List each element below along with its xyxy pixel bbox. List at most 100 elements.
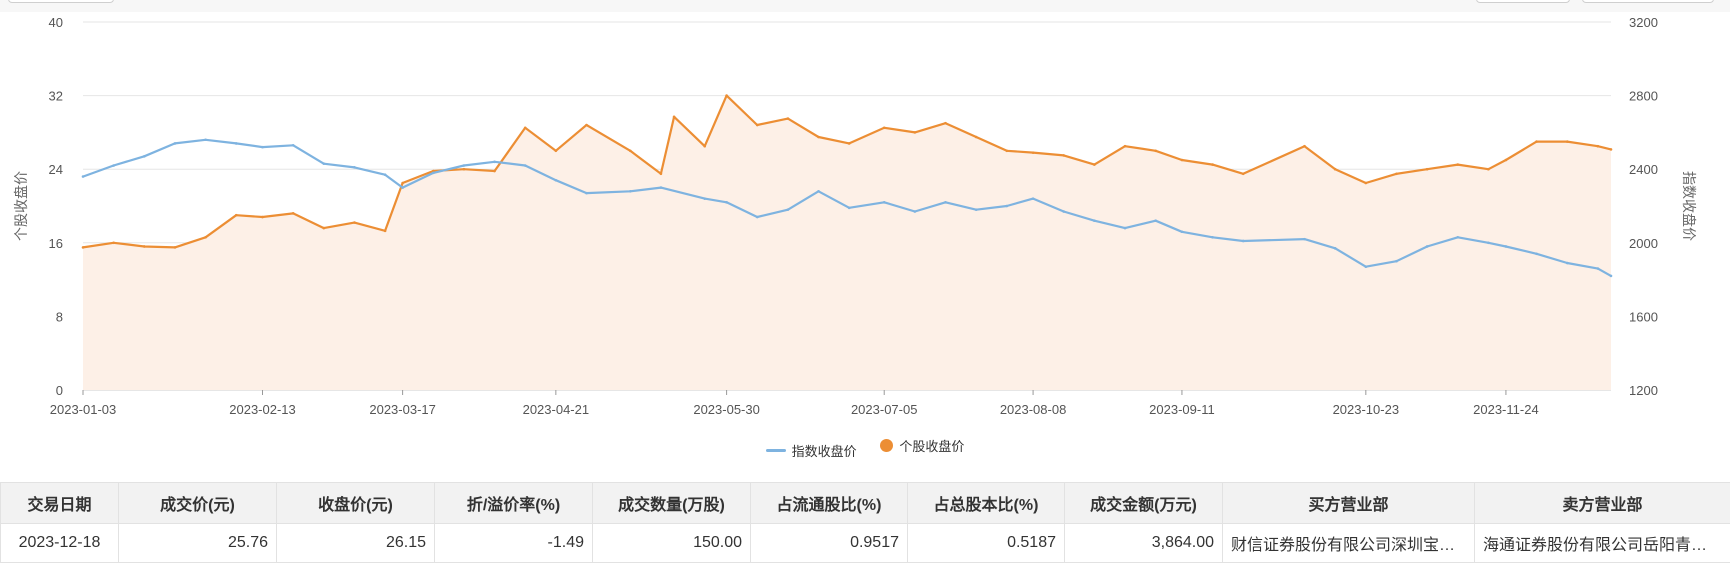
stock-point bbox=[817, 136, 820, 139]
index-point bbox=[1124, 227, 1127, 230]
index-point bbox=[914, 210, 917, 213]
index-point bbox=[725, 201, 728, 204]
index-point bbox=[1505, 245, 1508, 248]
y-tick-label-right: 1200 bbox=[1629, 383, 1658, 398]
index-point bbox=[1334, 247, 1337, 250]
stock-point bbox=[463, 168, 466, 171]
index-point bbox=[112, 164, 115, 167]
index-point bbox=[1597, 267, 1600, 270]
index-point bbox=[1006, 205, 1009, 208]
index-point bbox=[703, 197, 706, 200]
legend-item-index[interactable]: 指数收盘价 bbox=[766, 441, 857, 460]
x-tick-label: 2023-01-03 bbox=[50, 402, 117, 417]
stock-point bbox=[1334, 168, 1337, 171]
index-point bbox=[353, 166, 356, 169]
stock-point bbox=[1242, 173, 1245, 176]
stock-point bbox=[673, 115, 676, 118]
legend-item-stock[interactable]: 个股收盘价 bbox=[880, 436, 964, 455]
index-point bbox=[1456, 236, 1459, 239]
index-point bbox=[432, 172, 435, 175]
stock-point bbox=[914, 131, 917, 134]
header-deal-price[interactable]: 成交价(元) bbox=[119, 483, 277, 524]
legend-line-icon bbox=[766, 449, 786, 452]
legend-label-stock: 个股收盘价 bbox=[899, 436, 964, 455]
header-premium-rate[interactable]: 折/溢价率(%) bbox=[435, 483, 593, 524]
x-tick-label: 2023-02-13 bbox=[229, 402, 296, 417]
x-tick-label: 2023-04-21 bbox=[523, 402, 590, 417]
index-point bbox=[235, 142, 238, 145]
x-tick-label: 2023-10-23 bbox=[1333, 402, 1400, 417]
stock-point bbox=[384, 230, 387, 233]
index-point bbox=[204, 138, 207, 141]
x-tick-label: 2023-08-08 bbox=[1000, 402, 1067, 417]
header-trade-date[interactable]: 交易日期 bbox=[1, 483, 119, 524]
stock-point bbox=[1426, 168, 1429, 171]
stock-point bbox=[725, 94, 728, 97]
stock-point bbox=[292, 212, 295, 215]
index-point bbox=[1093, 219, 1096, 222]
index-point bbox=[1365, 265, 1368, 268]
index-point bbox=[555, 179, 558, 182]
y-tick-label-left: 40 bbox=[49, 15, 63, 30]
index-point bbox=[463, 164, 466, 167]
y-tick-label-left: 24 bbox=[49, 162, 63, 177]
y-tick-label-left: 16 bbox=[49, 236, 63, 251]
header-seller[interactable]: 卖方营业部 bbox=[1475, 483, 1730, 524]
index-point bbox=[1211, 236, 1214, 239]
index-point bbox=[384, 173, 387, 176]
stock-point bbox=[1566, 140, 1569, 143]
y-tick-label-left: 8 bbox=[56, 309, 63, 324]
x-tick-label: 2023-07-05 bbox=[851, 402, 918, 417]
stock-point bbox=[1535, 140, 1538, 143]
header-close-price[interactable]: 收盘价(元) bbox=[277, 483, 435, 524]
index-point bbox=[1610, 275, 1613, 278]
stock-point bbox=[1610, 148, 1613, 151]
stock-point bbox=[1062, 154, 1065, 157]
stock-point bbox=[1124, 145, 1127, 148]
cell-trade-date: 2023-12-18 bbox=[1, 524, 119, 563]
index-point bbox=[660, 186, 663, 189]
cell-seller[interactable]: 海通证券股份有限公司岳阳青… bbox=[1475, 524, 1730, 563]
index-point bbox=[883, 201, 886, 204]
header-volume[interactable]: 成交数量(万股) bbox=[593, 483, 751, 524]
x-tick-label: 2023-05-30 bbox=[693, 402, 760, 417]
table-row[interactable]: 2023-12-18 25.76 26.15 -1.49 150.00 0.95… bbox=[1, 524, 1730, 563]
index-point bbox=[1303, 238, 1306, 241]
index-point bbox=[975, 208, 978, 211]
y-axis-title-right: 指数收盘价 bbox=[1681, 171, 1697, 241]
stock-point bbox=[1181, 159, 1184, 162]
stock-point bbox=[975, 136, 978, 139]
cell-premium-rate: -1.49 bbox=[435, 524, 593, 563]
stock-point bbox=[1365, 182, 1368, 185]
cell-volume: 150.00 bbox=[593, 524, 751, 563]
stock-point bbox=[143, 245, 146, 248]
index-point bbox=[1242, 240, 1245, 243]
index-point bbox=[817, 190, 820, 193]
stock-point bbox=[660, 173, 663, 176]
stock-point bbox=[1487, 168, 1490, 171]
stock-point bbox=[261, 216, 264, 219]
index-point bbox=[944, 201, 947, 204]
stock-point bbox=[756, 124, 759, 127]
y-tick-label-right: 2400 bbox=[1629, 162, 1658, 177]
x-tick-label: 2023-11-24 bbox=[1473, 402, 1539, 417]
stock-point bbox=[1154, 150, 1157, 153]
header-total-ratio[interactable]: 占总股本比(%) bbox=[908, 483, 1065, 524]
stock-point bbox=[555, 150, 558, 153]
header-buyer[interactable]: 买方营业部 bbox=[1223, 483, 1475, 524]
stock-point bbox=[82, 246, 85, 249]
index-point bbox=[1154, 219, 1157, 222]
stock-point bbox=[944, 122, 947, 125]
stock-area-fill bbox=[83, 96, 1611, 390]
x-tick-label: 2023-09-11 bbox=[1149, 402, 1215, 417]
stock-point bbox=[787, 117, 790, 120]
cell-float-ratio: 0.9517 bbox=[751, 524, 908, 563]
stock-point bbox=[1456, 163, 1459, 166]
legend-dot-icon bbox=[880, 439, 893, 452]
stock-area bbox=[83, 96, 1611, 390]
cell-buyer[interactable]: 财信证券股份有限公司深圳宝… bbox=[1223, 524, 1475, 563]
header-amount[interactable]: 成交金额(万元) bbox=[1065, 483, 1223, 524]
stock-point bbox=[1093, 163, 1096, 166]
index-point bbox=[848, 207, 851, 210]
header-float-ratio[interactable]: 占流通股比(%) bbox=[751, 483, 908, 524]
